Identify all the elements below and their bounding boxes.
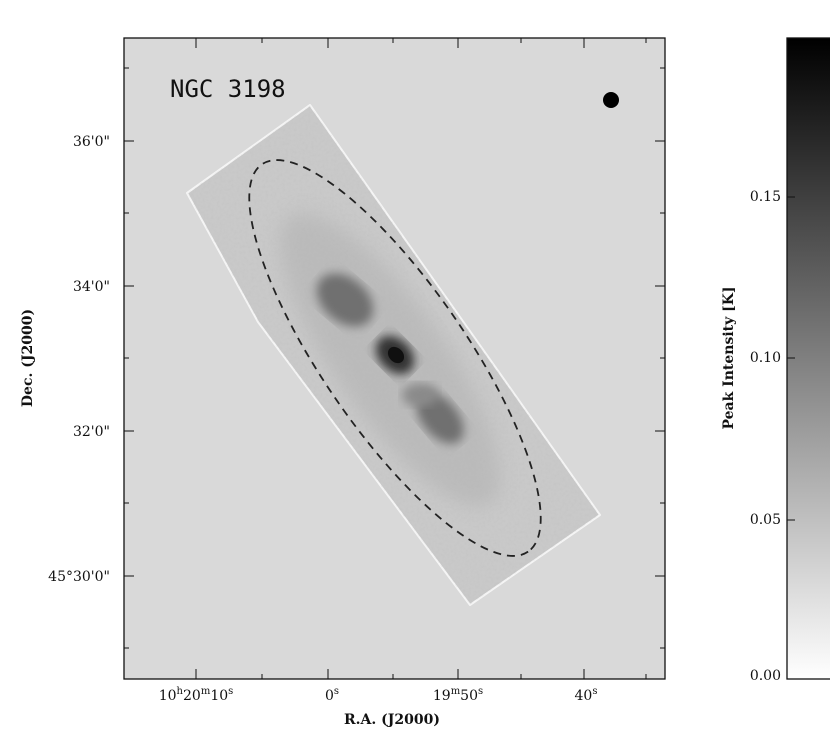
- x-tick-label: 40s: [575, 686, 598, 704]
- y-axis-label: Dec. (J2000): [20, 309, 36, 407]
- x-tick-label: 0s: [325, 686, 339, 704]
- y-tick-label: 34'0": [73, 279, 110, 295]
- y-tick-label: 45°30'0": [48, 569, 110, 585]
- x-axis-label: R.A. (J2000): [344, 712, 440, 728]
- y-tick-label: 32'0": [73, 424, 110, 440]
- galaxy-ellipse: [248, 159, 542, 557]
- y-tick-label: 36'0": [73, 134, 110, 150]
- x-tick-label: 19m50s: [433, 686, 483, 704]
- colorbar-tick-label: 0.05: [750, 512, 781, 528]
- chart-title: NGC 3198: [170, 75, 286, 103]
- frame-ticks: [124, 38, 665, 679]
- colorbar: 0.00 0.05 0.10 0.15 Peak Intensity [K]: [721, 37, 830, 684]
- colorbar-tick-label: 0.15: [750, 189, 781, 205]
- x-tick-labels: 10h20m10s 0s 19m50s 40s: [159, 686, 598, 704]
- beam-marker: [603, 92, 619, 108]
- y-tick-labels: 36'0" 34'0" 32'0" 45°30'0": [48, 134, 110, 585]
- colorbar-tick-label: 0.00: [750, 668, 781, 684]
- colorbar-label: Peak Intensity [K]: [721, 286, 737, 429]
- emission-map: [279, 213, 501, 507]
- x-tick-label: 10h20m10s: [159, 686, 234, 704]
- colorbar-tick-label: 0.10: [750, 350, 781, 366]
